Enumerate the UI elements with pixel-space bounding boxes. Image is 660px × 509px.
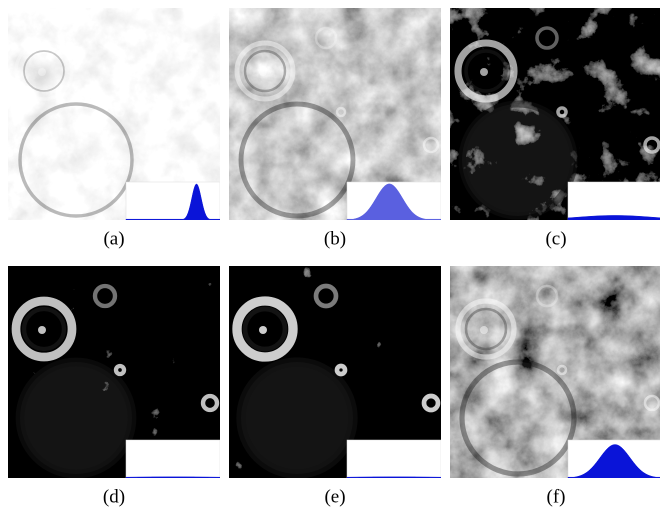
basin [241, 104, 353, 216]
panel-image [229, 8, 441, 220]
crater-peak [38, 326, 46, 334]
crater-peak [259, 326, 267, 334]
histogram-box [126, 182, 220, 220]
panel-image [8, 266, 220, 478]
crater-peak [480, 68, 488, 76]
figure: (a) (b) (c) (d) (e) (f) [0, 0, 660, 509]
histogram-box [568, 182, 660, 220]
histogram [126, 477, 220, 478]
histogram-box [347, 440, 441, 478]
histogram [347, 477, 441, 478]
crater-peak [38, 68, 46, 76]
basin [20, 104, 132, 216]
crater-peak [259, 68, 267, 76]
panel-caption: (e) [324, 486, 345, 507]
panel-image [8, 8, 220, 220]
panel-caption: (c) [545, 228, 566, 249]
panel-image [450, 8, 660, 220]
histogram-box [126, 440, 220, 478]
panel-caption: (f) [547, 486, 566, 507]
panel-image [450, 266, 660, 478]
panel-caption: (a) [103, 228, 124, 249]
basin [462, 362, 574, 474]
panel-caption: (b) [324, 228, 346, 249]
panel-image [229, 266, 441, 478]
basin [241, 362, 353, 474]
crater-peak [480, 326, 488, 334]
panel-caption: (d) [103, 486, 125, 507]
basin [462, 104, 574, 216]
basin [20, 362, 132, 474]
